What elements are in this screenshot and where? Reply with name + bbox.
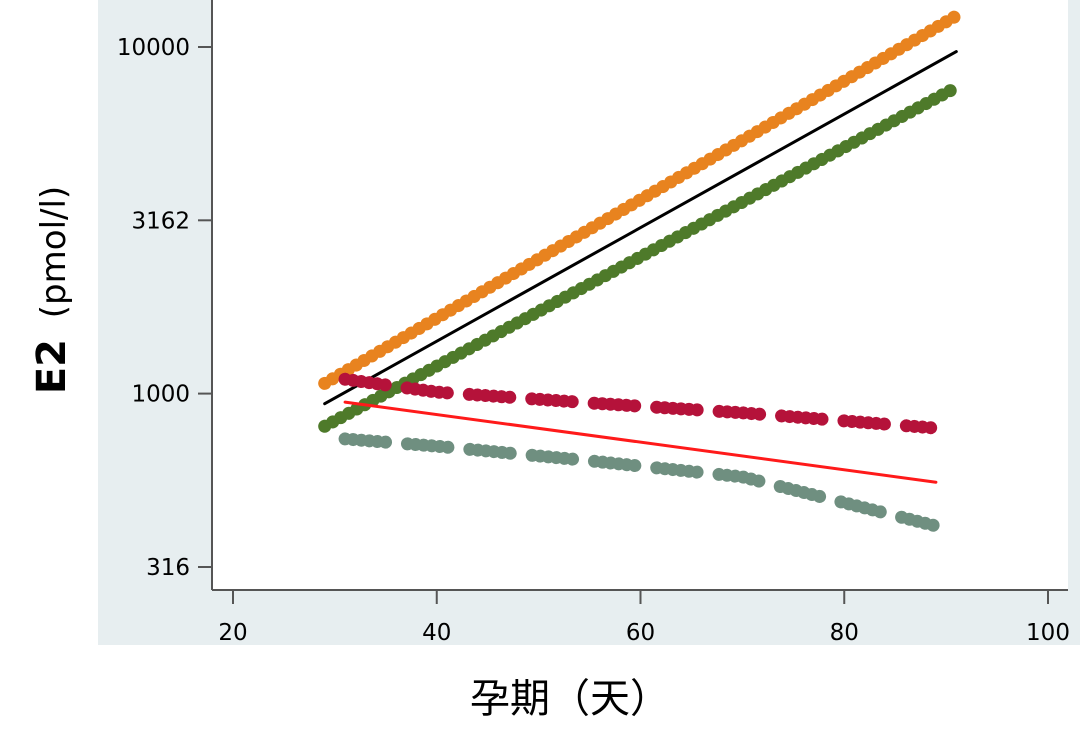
series-line-black <box>323 50 958 406</box>
y-axis-label-bold: E2 <box>29 339 75 394</box>
plot-area <box>212 0 1068 590</box>
series-layer <box>318 9 963 533</box>
x-axis-label: 孕期（天） <box>470 676 670 722</box>
series-line-red <box>343 400 938 484</box>
series-line-crimson <box>338 372 943 435</box>
y-tick-label-3: 316 <box>146 555 190 581</box>
series-line-orange <box>318 9 963 390</box>
y-axis-label-unit: (pmol/l) <box>34 186 74 318</box>
y-axis-label: E2 (pmol/l) <box>29 186 75 394</box>
x-tick-label-3: 80 <box>830 620 859 646</box>
series-line-green <box>318 80 963 433</box>
y-tick-label-1: 3162 <box>131 208 190 234</box>
axes-layer: 10000 3162 1000 316 20 40 60 80 100 <box>117 35 1070 646</box>
y-tick-label-0: 10000 <box>117 35 190 61</box>
series-line-gray_green <box>338 432 943 533</box>
y-tick-label-2: 1000 <box>131 382 190 408</box>
x-tick-label-2: 60 <box>626 620 655 646</box>
x-tick-label-1: 40 <box>422 620 451 646</box>
x-tick-label-0: 20 <box>218 620 247 646</box>
x-tick-label-4: 100 <box>1026 620 1070 646</box>
